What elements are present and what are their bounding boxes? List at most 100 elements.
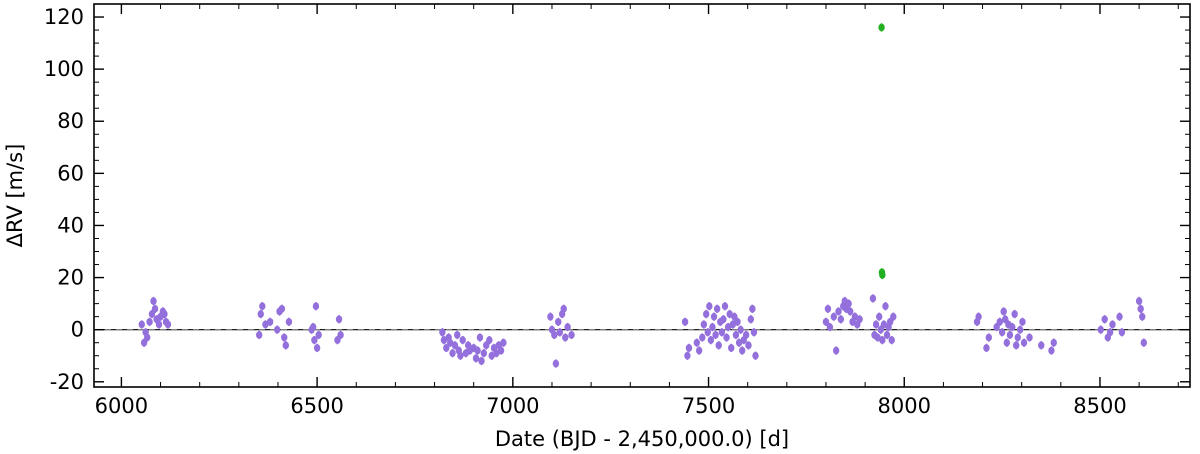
data-point xyxy=(1038,341,1045,350)
x-tick-label: 6000 xyxy=(95,394,148,418)
data-point xyxy=(273,325,281,334)
data-point xyxy=(443,344,450,352)
data-point xyxy=(255,331,263,339)
data-point xyxy=(718,328,726,337)
data-point xyxy=(457,351,464,360)
data-point xyxy=(1003,338,1011,347)
data-point xyxy=(1137,305,1144,313)
data-point xyxy=(985,333,993,342)
data-point xyxy=(552,359,560,368)
series-2 xyxy=(878,23,886,280)
data-point xyxy=(313,344,321,352)
data-point xyxy=(869,294,877,303)
data-point xyxy=(547,312,554,321)
data-point xyxy=(337,331,344,339)
data-point xyxy=(1013,341,1020,350)
data-point xyxy=(1020,338,1028,347)
data-point xyxy=(707,336,715,344)
data-point xyxy=(486,336,493,344)
data-point xyxy=(311,336,318,344)
data-point xyxy=(712,331,719,339)
data-point xyxy=(257,310,264,318)
y-tick-label: -20 xyxy=(50,370,84,394)
data-point xyxy=(560,305,567,313)
data-point xyxy=(138,320,145,329)
data-point xyxy=(998,328,1006,337)
data-point xyxy=(1118,328,1126,337)
data-point xyxy=(449,349,456,357)
series-1 xyxy=(138,294,1148,368)
x-axis-label: Date (BJD - 2,450,000.0) [d] xyxy=(495,427,789,451)
data-point xyxy=(715,341,722,350)
data-point xyxy=(695,346,703,355)
data-point xyxy=(1140,338,1148,347)
data-point xyxy=(1106,328,1114,337)
x-tick-label: 6500 xyxy=(290,394,343,418)
data-point xyxy=(835,307,842,316)
data-point xyxy=(155,320,163,329)
y-tick-label: 100 xyxy=(44,57,84,81)
data-point xyxy=(1011,310,1018,318)
data-point xyxy=(500,338,507,347)
data-point xyxy=(876,312,883,321)
data-point xyxy=(847,307,854,316)
data-point xyxy=(872,320,880,329)
data-point xyxy=(837,315,845,324)
data-point xyxy=(568,331,575,339)
data-point xyxy=(472,354,480,363)
data-point xyxy=(710,312,718,321)
data-point xyxy=(685,344,693,352)
data-point xyxy=(1116,312,1123,321)
data-point xyxy=(681,318,689,326)
data-point xyxy=(826,323,834,331)
data-point xyxy=(888,336,895,344)
data-point xyxy=(556,328,563,337)
y-tick-label: 0 xyxy=(71,318,84,342)
data-point xyxy=(983,344,990,352)
data-point xyxy=(564,323,571,331)
data-point xyxy=(1048,346,1055,355)
data-point xyxy=(728,344,735,352)
y-axis-label: ΔRV [m/s] xyxy=(3,144,27,248)
data-point xyxy=(713,305,721,313)
data-point xyxy=(310,323,317,331)
data-point xyxy=(266,318,274,326)
data-point xyxy=(555,318,562,326)
data-point xyxy=(454,331,461,339)
data-point xyxy=(732,331,740,339)
data-point xyxy=(474,346,481,355)
data-point xyxy=(882,302,889,311)
data-point xyxy=(151,305,159,313)
data-point xyxy=(315,331,322,339)
data-point xyxy=(459,336,466,344)
y-tick-label: 40 xyxy=(57,213,84,237)
data-point xyxy=(497,346,505,355)
data-point xyxy=(335,315,343,324)
data-point xyxy=(1026,333,1033,342)
data-point xyxy=(282,341,289,350)
data-point xyxy=(551,331,558,339)
data-point xyxy=(706,302,713,311)
data-point xyxy=(146,318,153,326)
x-tick-label: 7000 xyxy=(486,394,539,418)
data-point xyxy=(830,312,837,321)
data-point xyxy=(478,357,485,365)
data-point xyxy=(883,331,891,339)
x-tick-label: 7500 xyxy=(682,394,735,418)
data-point xyxy=(684,351,691,360)
data-point xyxy=(285,318,293,326)
data-point xyxy=(1009,323,1016,331)
y-tick-label: 120 xyxy=(44,5,84,29)
data-point xyxy=(750,328,758,337)
data-point xyxy=(856,315,863,324)
data-point xyxy=(1014,333,1021,342)
axis-tick-labels: 6000 6500 7000 7500 8000 8500 -20 0 20 40 60 80 100 1… xyxy=(44,5,1127,418)
data-point xyxy=(879,336,886,344)
data-point xyxy=(878,23,885,32)
axis-ticks xyxy=(94,4,1190,387)
data-point xyxy=(824,305,832,313)
data-point xyxy=(451,341,459,350)
data-point xyxy=(164,320,172,329)
data-point xyxy=(734,318,741,326)
